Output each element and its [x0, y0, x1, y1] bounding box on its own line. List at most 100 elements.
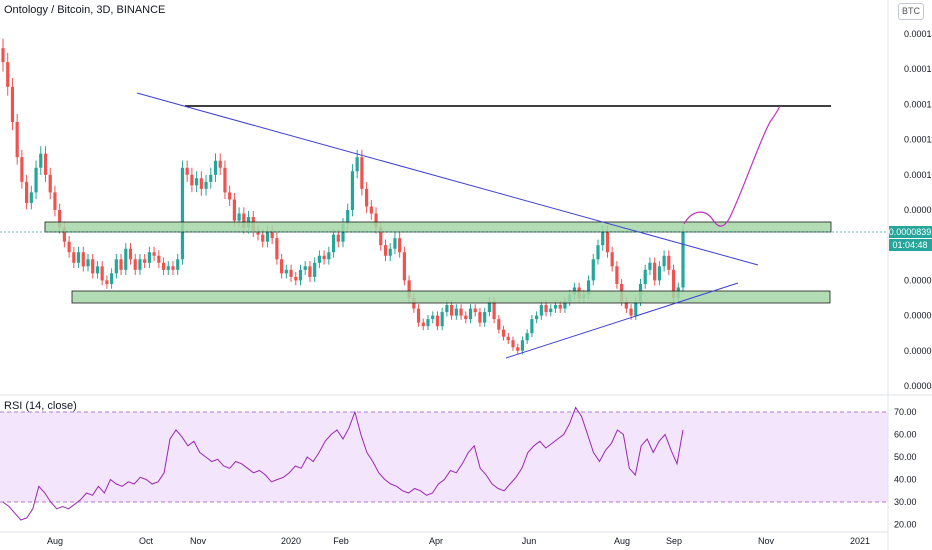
- candle-body: [161, 262, 166, 270]
- candle-body: [209, 174, 213, 182]
- price-tick-label: 0.0000700: [904, 275, 932, 285]
- candle-body: [350, 171, 355, 210]
- time-tick-label: Aug: [614, 536, 630, 546]
- time-tick-label: Apr: [429, 536, 443, 546]
- candle-body: [416, 308, 421, 323]
- candle-body: [143, 259, 147, 263]
- time-tick-label: Jun: [522, 536, 537, 546]
- candle-body: [506, 336, 510, 341]
- descending-trendline: [136, 92, 759, 266]
- candle-body: [308, 266, 312, 277]
- currency-badge[interactable]: BTC: [898, 3, 924, 20]
- candle-body: [535, 315, 539, 320]
- rsi-line: [2, 406, 684, 521]
- candle-body: [402, 252, 406, 281]
- candle-body: [511, 340, 515, 348]
- time-axis: Aug Oct Nov 2020 Feb Apr Jun Aug Sep Nov 2021: [47, 536, 870, 546]
- candle-body: [223, 167, 227, 193]
- candle-body: [379, 227, 383, 246]
- candle-body: [133, 259, 137, 270]
- candle-body: [445, 305, 449, 313]
- candle-body: [91, 259, 95, 274]
- candle-body: [124, 248, 128, 270]
- candle-body: [464, 315, 468, 320]
- candle-body: [596, 245, 600, 260]
- candle-body: [237, 213, 241, 221]
- candle-body: [671, 269, 676, 298]
- candle-body: [280, 259, 284, 274]
- candle-body: [152, 252, 156, 256]
- price-tick-label: 0.0001300: [904, 64, 932, 74]
- candle-body: [284, 269, 288, 274]
- time-tick-label: Oct: [139, 536, 154, 546]
- candle-body: [331, 234, 336, 253]
- candle-body: [487, 301, 491, 313]
- time-tick-label: Sep: [666, 536, 682, 546]
- price-tick-label: 0.0001000: [904, 170, 932, 180]
- candle-body: [313, 262, 317, 277]
- candle-body: [346, 210, 350, 225]
- candle-body: [473, 308, 477, 313]
- candle-body: [662, 255, 666, 267]
- rsi-tick-label: 20.00: [894, 520, 917, 530]
- candles-group: [1, 38, 685, 355]
- candle-body: [180, 167, 185, 260]
- candle-body: [270, 231, 274, 239]
- time-tick-label: Nov: [190, 536, 207, 546]
- candle-body: [110, 273, 114, 284]
- candle-body: [610, 252, 614, 267]
- candle-body: [492, 301, 496, 320]
- rsi-tick-label: 70.00: [894, 407, 917, 417]
- candle-body: [667, 255, 671, 270]
- candle-body: [119, 259, 123, 270]
- candle-body: [454, 308, 458, 316]
- candle-body: [199, 178, 203, 189]
- candle-body: [86, 259, 90, 267]
- rsi-band: [0, 412, 888, 502]
- candle-body: [605, 231, 610, 253]
- candle-body: [76, 252, 81, 263]
- price-label: 0.0000839: [889, 227, 932, 237]
- candle-body: [166, 266, 170, 270]
- projection-path: [683, 105, 781, 227]
- candle-body: [39, 153, 43, 168]
- rsi-tick-label: 60.00: [894, 430, 917, 440]
- candle-body: [1, 48, 5, 63]
- candle-body: [105, 280, 109, 284]
- candle-body: [176, 259, 180, 270]
- candle-body: [563, 301, 567, 309]
- candle-body: [34, 167, 38, 193]
- lower-support-zone: [71, 290, 831, 304]
- candle-body: [501, 329, 506, 337]
- candle-body: [95, 266, 100, 274]
- candle-body: [450, 305, 454, 316]
- candle-body: [478, 312, 482, 323]
- candle-body: [62, 227, 66, 242]
- candle-body: [336, 234, 340, 242]
- candle-body: [20, 157, 24, 182]
- candle-body: [398, 238, 402, 253]
- countdown-box: [889, 239, 932, 251]
- candle-body: [629, 308, 633, 316]
- candle-body: [468, 308, 473, 320]
- candle-body: [213, 160, 218, 175]
- rsi-tick-label: 30.00: [894, 497, 917, 507]
- candle-body: [657, 266, 661, 281]
- candle-body: [365, 188, 369, 207]
- rsi-tick-label: 50.00: [894, 452, 917, 462]
- candle-body: [67, 241, 71, 253]
- candle-body: [558, 305, 562, 309]
- candle-body: [25, 181, 29, 203]
- candle-body: [147, 252, 151, 263]
- candle-body: [520, 340, 525, 351]
- time-tick-label: Nov: [758, 536, 775, 546]
- candle-body: [497, 319, 501, 330]
- upper-support-zone: [44, 221, 832, 233]
- candle-body: [29, 192, 33, 203]
- price-tick-label: 0.0000600: [904, 311, 932, 321]
- candle-body: [317, 255, 321, 263]
- candle-body: [58, 210, 62, 228]
- candle-body: [298, 269, 303, 281]
- price-tick-label: 0.0001100: [904, 135, 932, 145]
